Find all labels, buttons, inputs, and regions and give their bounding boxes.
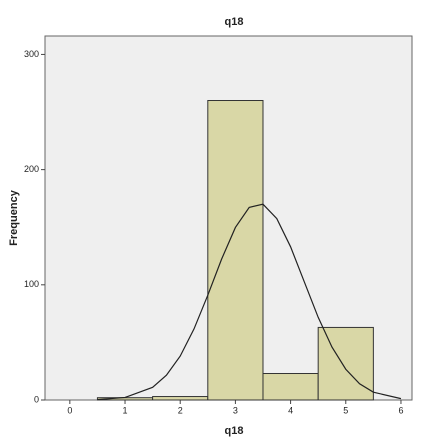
x-tick-label: 6 [398, 405, 403, 415]
bar [317, 326, 374, 401]
y-tick-label: 200 [24, 164, 39, 174]
x-tick-label: 4 [288, 405, 293, 415]
bar [262, 373, 319, 401]
y-tick-label: 100 [24, 279, 39, 289]
x-tick-label: 3 [233, 405, 238, 415]
x-axis-label: q18 [225, 425, 244, 437]
x-tick-label: 2 [178, 405, 183, 415]
bar [152, 396, 209, 401]
y-axis-label: Frequency [8, 189, 20, 246]
x-tick-label: 0 [67, 405, 72, 415]
bar [207, 100, 264, 401]
chart-title: q18 [225, 16, 244, 28]
x-tick-label: 1 [123, 405, 128, 415]
y-tick-label: 0 [34, 394, 39, 404]
x-tick-label: 5 [343, 405, 348, 415]
y-tick-label: 300 [24, 49, 39, 59]
normal-curve [97, 203, 402, 401]
